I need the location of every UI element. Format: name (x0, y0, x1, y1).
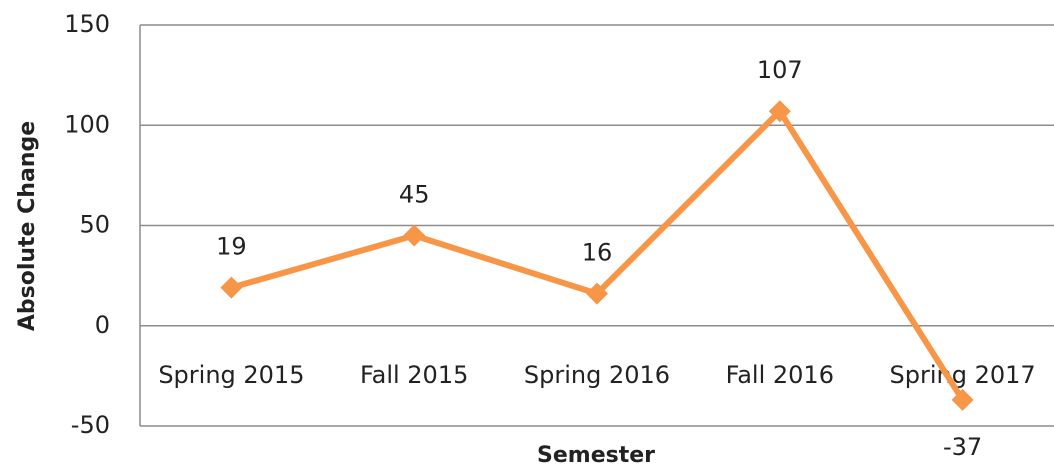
data-label: 16 (582, 239, 613, 267)
y-axis-title: Absolute Change (15, 121, 40, 331)
x-tick-label: Fall 2015 (360, 361, 468, 389)
data-label: -37 (943, 433, 982, 461)
x-tick-label: Spring 2016 (524, 361, 670, 389)
y-tick-label: 0 (95, 311, 110, 339)
marker (951, 388, 974, 411)
data-label: 107 (757, 56, 803, 84)
y-tick-label: 150 (64, 10, 110, 38)
x-tick-label: Fall 2016 (726, 361, 834, 389)
marker (768, 100, 791, 123)
marker (586, 282, 608, 305)
marker (403, 224, 426, 247)
data-label: 45 (399, 181, 430, 209)
y-tick-label: -50 (71, 411, 110, 439)
x-axis-title: Semester (537, 443, 655, 468)
data-label: 19 (216, 233, 247, 261)
marker (220, 276, 243, 299)
y-tick-label: 100 (64, 110, 110, 138)
x-tick-label: Spring 2017 (890, 361, 1036, 389)
x-tick-label: Spring 2015 (158, 361, 304, 389)
y-tick-label: 50 (79, 211, 110, 239)
